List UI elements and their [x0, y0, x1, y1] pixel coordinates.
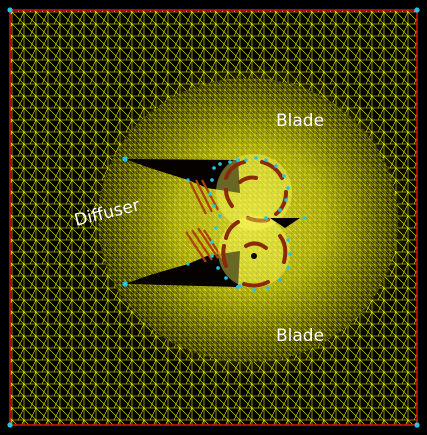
- diffuser-upper-arm: [125, 159, 240, 193]
- lower-rotor-disk: [218, 216, 290, 288]
- corner-marker-bottom-left: [7, 422, 13, 428]
- lower-rotor-blades: [221, 220, 288, 288]
- upper-rotor-disk: [216, 154, 292, 230]
- label-blade-bottom: Blade: [276, 326, 324, 346]
- corner-marker-bottom-right: [414, 422, 420, 428]
- domain-boundary: [9, 9, 418, 426]
- corner-marker-top-left: [7, 7, 13, 13]
- diffuser-body: [125, 159, 240, 287]
- upper-rotor-tip: [270, 218, 300, 228]
- label-blade-top: Blade: [276, 111, 324, 131]
- boundary-nodes: [122, 156, 306, 292]
- upper-rotor: [216, 154, 300, 230]
- corner-markers: [7, 7, 420, 428]
- lower-rotor-hub: [251, 253, 257, 259]
- corner-marker-top-right: [414, 7, 420, 13]
- upper-rotor-blades: [224, 160, 288, 223]
- lower-rotor: [218, 216, 290, 288]
